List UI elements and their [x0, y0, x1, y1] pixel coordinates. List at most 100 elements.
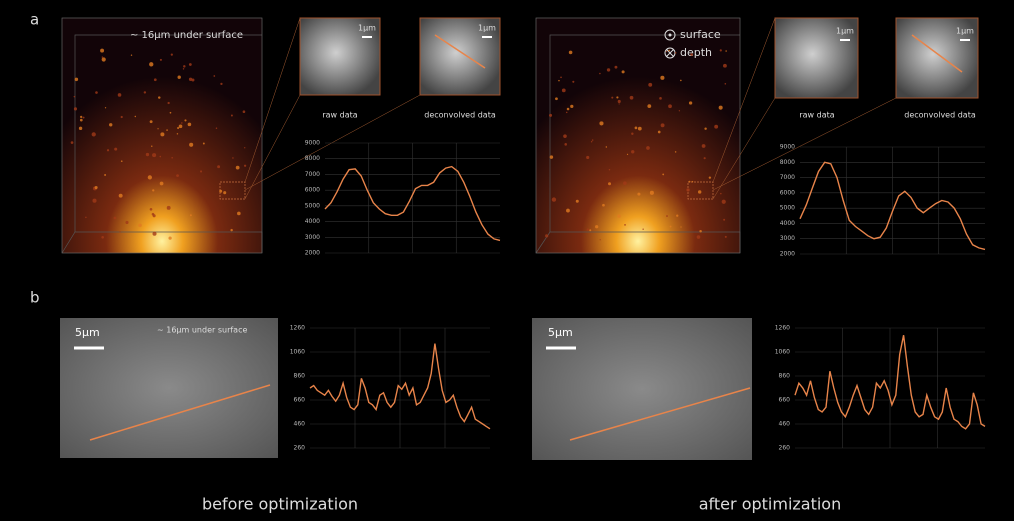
speckle: [104, 174, 106, 176]
speckle: [74, 96, 76, 98]
speckle: [71, 141, 74, 144]
speckle: [550, 155, 553, 158]
speckle: [119, 194, 123, 198]
speckle: [630, 96, 634, 100]
speckle: [558, 80, 560, 82]
speckle: [160, 59, 162, 61]
speckle: [138, 223, 142, 227]
speckle: [560, 76, 562, 78]
speckle: [679, 110, 680, 111]
y-tick-label: 1260: [775, 325, 790, 332]
speckle: [101, 236, 104, 239]
speckle: [608, 182, 611, 185]
speckle: [109, 123, 112, 126]
speckle: [719, 106, 723, 110]
speckle: [200, 170, 202, 172]
y-tick-label: 5000: [780, 205, 795, 212]
y-tick-label: 460: [294, 421, 306, 428]
speckle: [107, 149, 109, 151]
speckle: [566, 209, 570, 213]
speckle: [102, 57, 106, 61]
y-tick-label: 860: [779, 373, 791, 380]
speckle: [152, 232, 156, 236]
caption: after optimization: [699, 495, 841, 514]
microscopy-image: [60, 318, 278, 458]
speckle: [152, 153, 156, 157]
speckle: [616, 96, 618, 98]
speckle: [619, 103, 620, 104]
speckle: [150, 208, 153, 211]
speckle: [566, 112, 568, 114]
speckle: [154, 78, 157, 81]
speckle: [83, 117, 85, 119]
speckle: [618, 100, 621, 103]
speckle: [119, 231, 120, 232]
speckle: [244, 165, 246, 167]
speckle: [125, 221, 128, 224]
y-tick-label: 8000: [780, 159, 795, 166]
speckle: [659, 97, 662, 100]
speckle: [179, 125, 183, 129]
speckle: [171, 53, 173, 55]
speckle: [646, 146, 650, 150]
y-tick-label: 4000: [780, 220, 795, 227]
speckle: [80, 116, 82, 118]
speckle: [102, 56, 103, 57]
speckle: [592, 139, 593, 140]
speckle: [135, 116, 136, 117]
speckle: [692, 181, 694, 183]
speckle: [675, 52, 677, 54]
speckle: [562, 88, 566, 92]
speckle: [244, 147, 245, 148]
speckle: [555, 97, 558, 100]
speckle: [95, 186, 98, 189]
speckle: [676, 215, 678, 217]
speckle: [232, 157, 233, 158]
speckle: [95, 91, 98, 94]
speckle: [720, 193, 722, 195]
speckle: [698, 190, 701, 193]
speckle: [680, 80, 682, 82]
speckle: [236, 166, 240, 170]
speckle: [150, 120, 153, 123]
speckle: [650, 191, 654, 195]
speckle: [118, 93, 122, 97]
speckle: [576, 200, 579, 203]
speckle: [675, 151, 677, 153]
speckle: [168, 236, 171, 239]
scale-label: 5μm: [75, 326, 100, 339]
y-tick-label: 1260: [290, 325, 305, 332]
speckle: [190, 214, 192, 216]
speckle: [74, 107, 77, 110]
speckle: [121, 160, 123, 162]
speckle: [631, 133, 633, 135]
speckle: [100, 49, 104, 53]
speckle: [668, 104, 672, 108]
speckle: [725, 83, 727, 85]
scale-label: 1μm: [836, 27, 854, 36]
speckle: [159, 156, 161, 158]
speckle: [79, 127, 82, 130]
speckle: [720, 49, 722, 51]
inset-label: deconvolved data: [904, 111, 976, 120]
speckle: [189, 143, 193, 147]
speckle: [723, 219, 725, 221]
speckle: [188, 123, 192, 127]
speckle: [611, 97, 613, 99]
speckle: [600, 239, 601, 240]
speckle: [223, 191, 226, 194]
speckle: [220, 83, 222, 85]
speckle: [92, 199, 96, 203]
speckle: [609, 169, 610, 170]
speckle: [586, 156, 589, 159]
speckle: [668, 50, 670, 52]
speckle: [157, 128, 158, 129]
speckle: [725, 50, 727, 52]
speckle: [602, 204, 605, 207]
speckle: [114, 217, 117, 220]
speckle: [151, 145, 152, 146]
legend-label: surface: [680, 28, 721, 41]
speckle: [105, 107, 106, 108]
speckle: [631, 150, 634, 153]
speckle: [622, 70, 625, 73]
